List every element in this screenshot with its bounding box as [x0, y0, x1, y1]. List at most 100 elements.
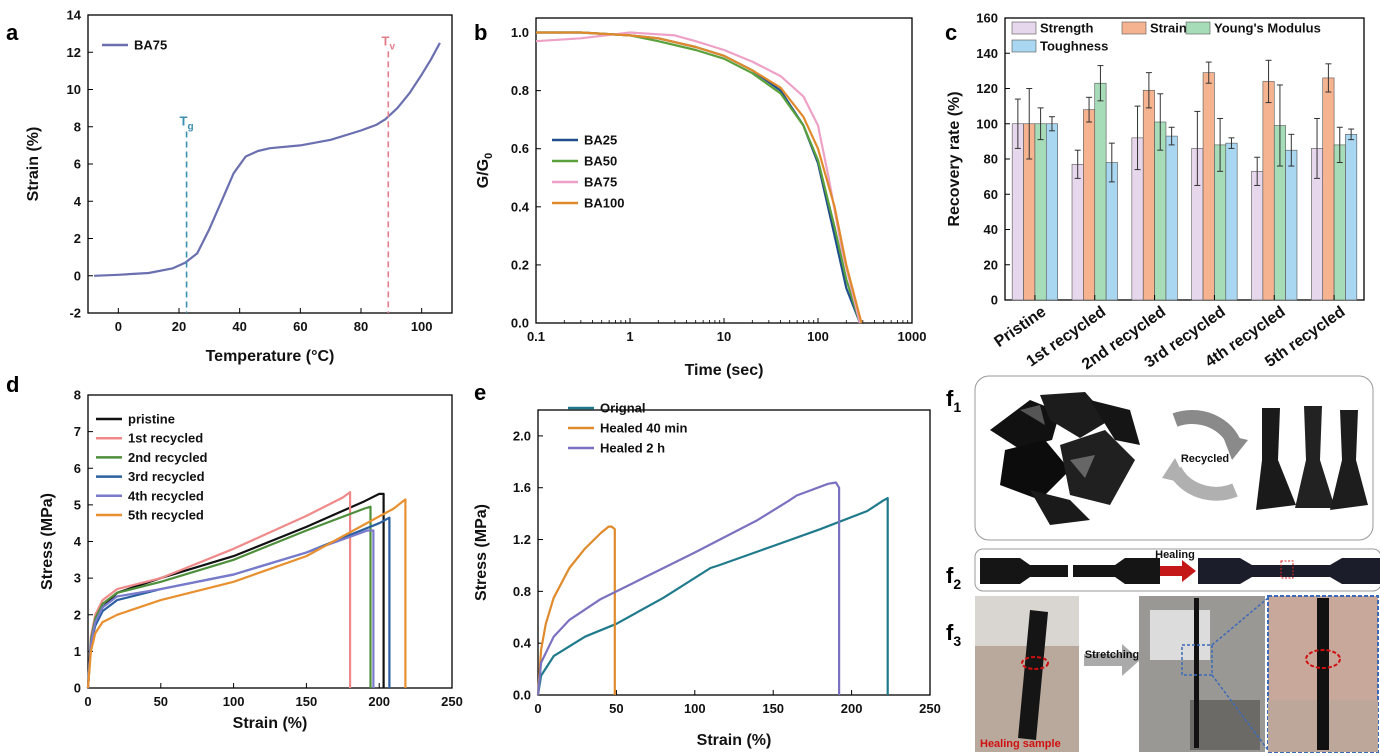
y-tick-label: 6: [74, 461, 81, 476]
x-tick-label: 0: [534, 701, 541, 716]
panel-label-f1-sub: 1: [953, 399, 961, 415]
y-tick-label: 3: [74, 571, 81, 586]
bar: [1083, 109, 1096, 301]
chart-a: -2 0 2 4 6 8 10 12 14 0 20 40 60 80 100 Temperature (°C…: [25, 8, 453, 365]
y-axis-label: G/G0: [475, 153, 495, 188]
legend-swatch: [1011, 21, 1037, 35]
y-tick-label: 20: [984, 257, 998, 272]
x-tick-label: 150: [296, 694, 318, 709]
y-tick-label: 0.8: [511, 83, 529, 98]
recycle-arrows-icon: [1162, 410, 1248, 501]
x-tick-label: 1000: [898, 329, 927, 344]
photo-f2: Healing: [974, 548, 1380, 592]
bar: [1045, 123, 1058, 301]
y-tick-label: 0.6: [511, 141, 529, 156]
y-tick-label: 60: [984, 187, 998, 202]
y-tick-label: 5: [74, 497, 81, 512]
chart-e: 0.0 0.4 0.8 1.2 1.6 2.0 0 50 100 150 200 250 Strain …: [473, 401, 941, 750]
panel-label-b: b: [474, 20, 487, 45]
bar: [1322, 77, 1335, 301]
stretching-arrow-icon: [1084, 644, 1140, 676]
photo-f3: Healing sample Stretching: [975, 595, 1379, 753]
legend-label: BA100: [584, 196, 624, 211]
bar: [1202, 72, 1215, 301]
legend-label: Orignal: [600, 401, 646, 416]
panel-label-d: d: [6, 372, 19, 397]
y-tick-label: 140: [976, 46, 998, 61]
legend-label: Healed 40 min: [600, 421, 687, 436]
healed-specimen: [1198, 558, 1380, 584]
legend-label: Strength: [1040, 21, 1094, 36]
plot-frame: [1004, 17, 1365, 301]
panel-label-f1-letter: f: [946, 386, 954, 411]
y-tick-label: 0.0: [513, 688, 531, 703]
series-line-2: [536, 525, 616, 696]
series-line-1: [86, 492, 385, 689]
x-tick-label: 10: [717, 329, 731, 344]
dogbone-specimens: [1256, 406, 1368, 510]
y-tick-label: 40: [984, 222, 998, 237]
specimen-zoomed: [1317, 598, 1329, 750]
x-tick-label: 0: [115, 319, 122, 334]
bar: [1011, 123, 1024, 301]
y-tick-label: 0: [991, 293, 998, 308]
x-axis-label: Temperature (°C): [206, 348, 335, 365]
x-tick-label: 250: [441, 694, 463, 709]
y-tick-label: 2: [74, 231, 81, 246]
y-tick-label: 0.4: [511, 199, 530, 214]
legend-label: Young's Modulus: [1214, 21, 1321, 36]
bar: [1262, 81, 1275, 301]
x-tick-label: 50: [609, 701, 623, 716]
panel-label-f1: f1: [946, 386, 961, 415]
legend-label: 1st recycled: [128, 431, 203, 446]
panel-label-f2-sub: 2: [953, 576, 961, 592]
y-tick-label: 0.0: [511, 316, 529, 331]
y-tick-label: 1.6: [513, 480, 531, 495]
y-tick-label: 10: [67, 82, 81, 97]
y-tick-label: 4: [74, 534, 82, 549]
recycled-label: Recycled: [1181, 453, 1229, 465]
series-line-3: [535, 31, 862, 324]
y-tick-label: -2: [69, 306, 81, 321]
legend-swatch: [1121, 21, 1147, 35]
plot-frame: [535, 17, 913, 324]
legend-label: Strain: [1150, 21, 1187, 36]
y-axis-label: Stress (MPa): [39, 493, 56, 590]
transition-label: Tg: [180, 113, 194, 132]
y-tick-label: 14: [67, 8, 82, 23]
y-axis-label: Strain (%): [25, 127, 42, 202]
legend-swatch: [1185, 21, 1211, 35]
y-tick-label: 0.4: [513, 636, 532, 651]
y-tick-label: 160: [976, 11, 998, 26]
legend-label: Toughness: [1040, 39, 1108, 54]
series-line-4: [536, 31, 863, 324]
legend-swatch: [1011, 39, 1037, 53]
y-tick-label: 2.0: [513, 428, 531, 443]
panel-label-c: c: [945, 20, 957, 45]
legend-label: BA50: [584, 154, 617, 169]
y-tick-label: 4: [74, 194, 82, 209]
legend-label: 5th recycled: [128, 508, 204, 523]
y-tick-label: 6: [74, 157, 81, 172]
panel-label-f3-letter: f: [946, 620, 954, 645]
x-tick-label: 20: [172, 319, 186, 334]
stretching-label: Stretching: [1085, 649, 1139, 661]
y-tick-label: 8: [74, 388, 81, 403]
chart-b: 0.0 0.2 0.4 0.6 0.8 1.0 0.1 1 10 100 1000 Time (sec…: [475, 17, 927, 379]
panel-label-f3: f3: [946, 620, 961, 649]
y-axis-label: Recovery rate (%): [946, 91, 963, 226]
legend-label: pristine: [128, 412, 175, 427]
healed-region-ellipse-2: [1305, 649, 1341, 669]
bar: [1285, 149, 1298, 301]
y-tick-label: 80: [984, 152, 998, 167]
y-tick-label: 1.2: [513, 532, 531, 547]
bar: [1142, 89, 1155, 301]
panel-label-e: e: [474, 380, 486, 405]
bar: [1225, 142, 1238, 301]
healed-region-marker: [1280, 560, 1294, 579]
x-tick-label: 80: [354, 319, 368, 334]
x-tick-label: 40: [232, 319, 246, 334]
plot-frame: [87, 14, 453, 314]
healing-arrow-icon: [1160, 560, 1196, 582]
